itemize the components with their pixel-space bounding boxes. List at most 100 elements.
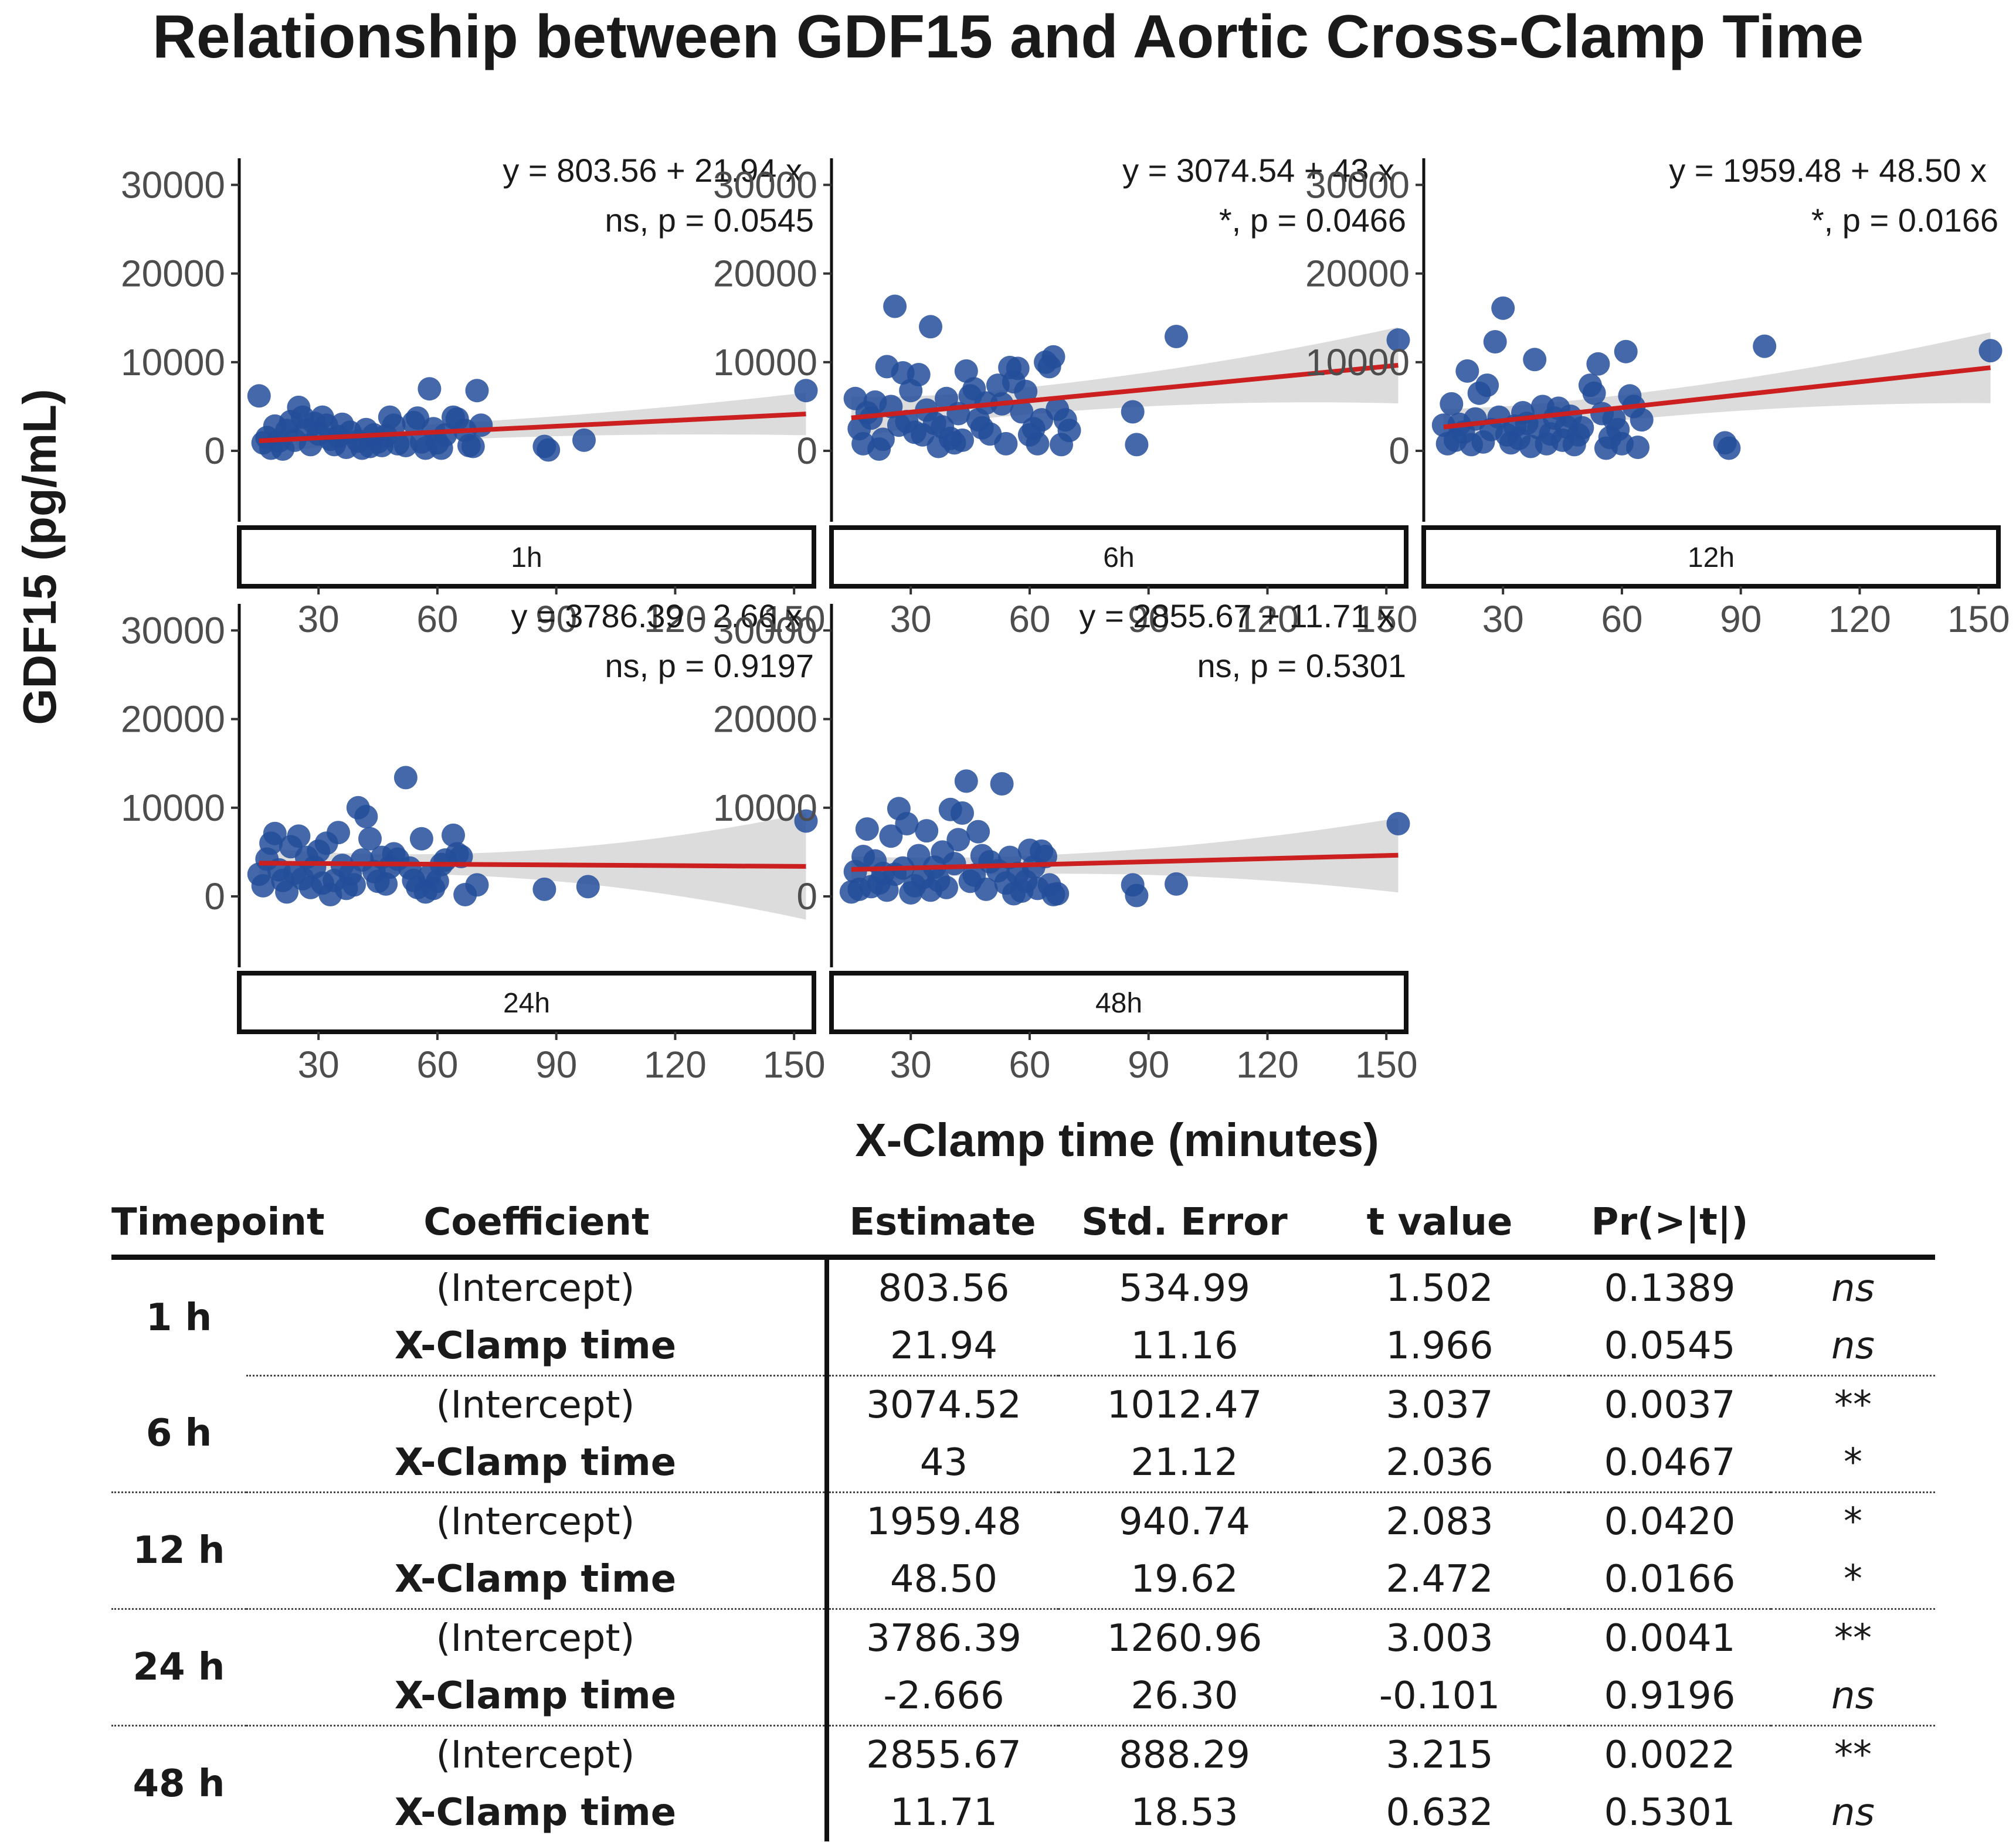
coefficient-cell: X-Clamp time: [246, 1434, 827, 1493]
data-point: [1026, 431, 1050, 456]
x-tick-label: 30: [890, 598, 932, 640]
significance-cell: ns: [1771, 1667, 1935, 1727]
data-point: [1165, 325, 1188, 348]
data-point: [1475, 373, 1499, 397]
data-point: [990, 772, 1014, 796]
data-point: [794, 379, 818, 403]
data-point: [1440, 392, 1464, 416]
significance-cell: **: [1834, 1384, 1872, 1427]
significance-cell: ns: [1831, 1791, 1875, 1834]
p-value-label: *, p = 0.0166: [1811, 202, 1998, 239]
data-point: [951, 801, 974, 825]
panel-48h: 0 10000 20000 30000 y = 2855.67 + 11.71 x ns,…: [713, 597, 1418, 1086]
data-point: [1046, 882, 1070, 906]
timepoint-cell: 24 h: [111, 1609, 246, 1727]
data-point: [1717, 436, 1741, 460]
data-point: [465, 873, 489, 897]
data-point: [1386, 328, 1410, 352]
data-point: [1491, 296, 1515, 320]
equation-label: y = 2855.67 + 11.71 x: [1079, 597, 1394, 634]
x-tick-label: 30: [298, 598, 340, 640]
panel-12h: 0 10000 20000 30000 y = 1959.48 + 48.50 x *, …: [1305, 152, 2010, 640]
significance-cell: **: [1834, 1734, 1872, 1777]
coefficient-cell: X-Clamp time: [246, 1667, 827, 1727]
data-point: [871, 427, 895, 451]
estimate-cell: 3074.52: [824, 1375, 1058, 1434]
x-tick-label: 60: [1009, 598, 1050, 640]
coefficient-cell: (Intercept): [436, 1734, 635, 1777]
x-tick-label: 60: [1601, 598, 1642, 640]
facet-strip-label: 6h: [1103, 542, 1134, 573]
regression-line: [1443, 365, 1991, 430]
y-tick-label: 20000: [121, 698, 225, 740]
x-tick-label: 120: [1828, 598, 1891, 640]
data-point: [358, 827, 382, 851]
data-point: [855, 817, 879, 841]
p-value-cell: 0.0545: [1569, 1317, 1771, 1377]
x-tick-label: 120: [1236, 598, 1299, 640]
data-point: [946, 828, 970, 852]
significance-cell: *: [1771, 1551, 1935, 1610]
estimate-cell: -2.666: [824, 1667, 1058, 1727]
x-tick-label: 120: [644, 598, 707, 640]
data-point: [532, 877, 556, 901]
facet-strip: [237, 525, 816, 589]
data-point: [954, 769, 978, 793]
x-tick-label: 90: [535, 598, 577, 640]
data-point: [393, 766, 418, 790]
coefficient-cell: (Intercept): [436, 1617, 635, 1660]
col-header-std-error: Std. Error: [1058, 1190, 1311, 1260]
p-value-label: ns, p = 0.0545: [605, 202, 814, 239]
data-point: [879, 824, 903, 848]
y-tick-label: 0: [796, 875, 817, 917]
data-point: [263, 821, 287, 845]
y-axis-title: GDF15 (pg/mL): [13, 389, 66, 725]
coefficient-cell: (Intercept): [436, 1384, 635, 1427]
data-point: [354, 804, 378, 828]
facet-strip: [237, 971, 816, 1034]
x-tick-label: 30: [298, 1044, 340, 1086]
data-point: [966, 820, 990, 844]
data-point: [907, 363, 931, 386]
facet-strip-label: 24h: [503, 988, 550, 1019]
regression-table: Timepoint Coefficient Estimate Std. Erro…: [111, 1190, 1935, 1841]
facet-strip: [1421, 525, 2001, 589]
regression-line: [259, 861, 806, 869]
data-point: [935, 875, 958, 899]
col-header-p-value: Pr(>|t|): [1569, 1190, 1771, 1260]
coefficient-cell: X-Clamp time: [246, 1551, 827, 1610]
data-point: [954, 359, 978, 383]
std-error-cell: 21.12: [1058, 1434, 1311, 1493]
y-tick-label: 0: [796, 430, 817, 472]
t-value-cell: 2.472: [1311, 1551, 1569, 1610]
significance-cell: **: [1834, 1617, 1872, 1660]
data-point: [442, 823, 465, 847]
y-tick-label: 10000: [121, 341, 225, 383]
x-tick-label: 60: [416, 598, 458, 640]
data-point: [537, 438, 561, 462]
data-point: [382, 413, 406, 437]
std-error-cell: 26.30: [1058, 1667, 1311, 1727]
y-tick-label: 20000: [1305, 253, 1410, 295]
data-point: [1455, 359, 1479, 383]
t-value-cell: 0.632: [1386, 1791, 1494, 1834]
data-point: [794, 809, 818, 833]
x-axis-title: X-Clamp time (minutes): [855, 1114, 1379, 1166]
x-tick-label: 90: [535, 1044, 577, 1086]
table-row: 1 h (Intercept) 803.56 534.99 1.502 0.13…: [111, 1257, 1935, 1340]
y-tick-label: 20000: [713, 253, 817, 295]
x-tick-label: 60: [416, 1044, 458, 1086]
data-point: [247, 384, 271, 408]
p-value-cell: 0.0041: [1604, 1617, 1736, 1660]
regression-table-wrap: Timepoint Coefficient Estimate Std. Erro…: [111, 1190, 1935, 1841]
p-value-label: ns, p = 0.9197: [605, 647, 814, 684]
data-point: [994, 431, 1018, 456]
equation-label: y = 3786.39 - 2.66 x: [511, 597, 802, 634]
table-row: X-Clamp time 11.71 18.53 0.632 0.5301 ns: [111, 1784, 1935, 1841]
y-tick-label: 30000: [1305, 164, 1410, 206]
std-error-cell: 18.53: [1131, 1791, 1238, 1834]
coefficient-cell: X-Clamp time: [246, 1317, 827, 1377]
p-value-cell: 0.0166: [1569, 1551, 1771, 1610]
